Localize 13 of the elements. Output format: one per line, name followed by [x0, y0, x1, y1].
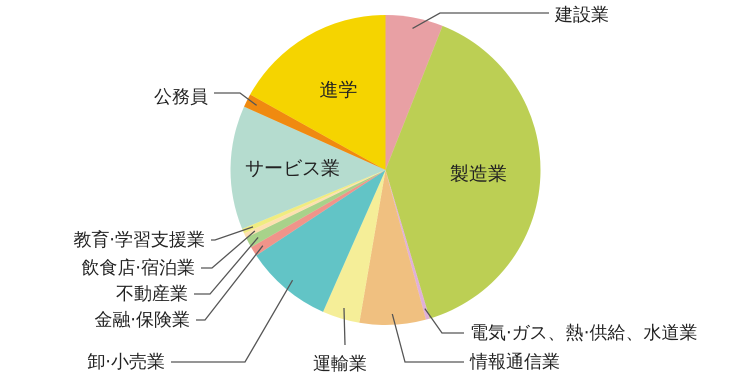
- slice-label: 教育·学習支援業: [73, 230, 205, 250]
- slice-label: 製造業: [450, 163, 507, 186]
- slice-label: 進学: [319, 78, 358, 101]
- slice-label: 電気·ガス、熱·供給、水道業: [470, 322, 698, 344]
- slice-label: サービス業: [245, 158, 340, 180]
- slice-label: 建設業: [554, 4, 609, 26]
- slice-label: 公務員: [154, 86, 208, 108]
- slice-label: 金融·保険業: [94, 310, 190, 330]
- slice-label: 卸·小売業: [87, 352, 165, 372]
- slice-label: 不動産業: [116, 284, 188, 304]
- slice-label: 情報通信業: [469, 352, 560, 372]
- slice-label: 飲食店·宿泊業: [81, 258, 195, 278]
- slice-label: 運輸業: [313, 354, 367, 374]
